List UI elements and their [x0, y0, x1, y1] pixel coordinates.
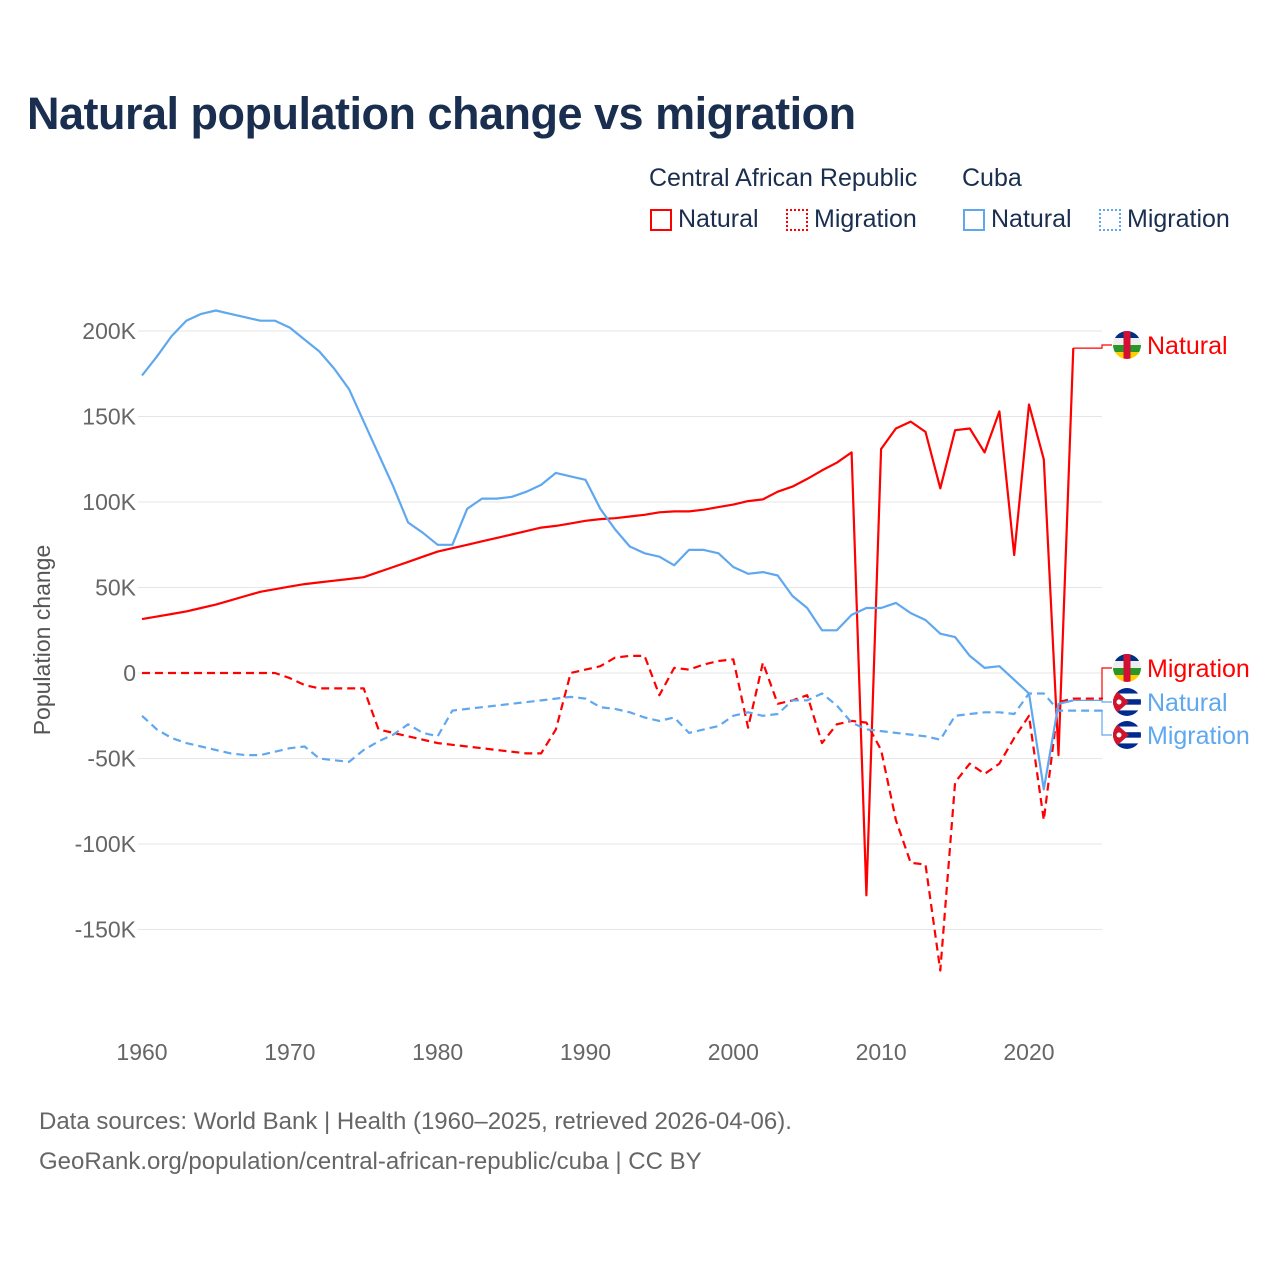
flag-stripe	[1113, 737, 1141, 744]
cuba-flag-icon	[1113, 688, 1141, 716]
flag-stripe	[1123, 654, 1131, 682]
legend-group-cuba: Cuba	[962, 164, 1022, 192]
legend-swatch	[963, 208, 985, 231]
label-connector	[1073, 344, 1112, 349]
legend-group-car: Central African Republic	[649, 164, 918, 192]
x-tick-label: 1960	[116, 1039, 167, 1065]
legend-item-cuba-natural[interactable]: Natural	[963, 205, 1072, 234]
series-end-label: Natural	[1147, 332, 1228, 360]
label-connector	[1073, 699, 1112, 703]
chart-title: Natural population change vs migration	[27, 88, 856, 139]
x-tick-label: 1970	[264, 1039, 315, 1065]
flag-stripe	[1113, 704, 1141, 711]
flag-body	[1113, 688, 1141, 716]
flag-stripe	[1113, 726, 1141, 733]
label-connector	[1101, 710, 1112, 736]
source-line-1: Data sources: World Bank | Health (1960–…	[39, 1108, 792, 1135]
x-tick-label: 2000	[708, 1039, 759, 1065]
legend-label: Natural	[678, 205, 759, 233]
y-tick-label: 200K	[82, 318, 136, 344]
legend-swatch	[786, 208, 808, 231]
y-tick-label: 150K	[82, 404, 136, 430]
x-tick-label: 2010	[856, 1039, 907, 1065]
series-line	[142, 654, 1103, 972]
flag-stripe	[1113, 693, 1141, 700]
car-flag-icon	[1113, 654, 1141, 682]
y-tick-label: 100K	[82, 489, 136, 515]
legend-swatch	[1099, 208, 1121, 231]
y-axis-label: Population change	[29, 545, 55, 736]
y-tick-label: 0	[123, 660, 136, 686]
x-tick-label: 1990	[560, 1039, 611, 1065]
y-tick-label: -50K	[87, 746, 136, 772]
y-tick-label: -100K	[75, 831, 137, 857]
flag-stripe	[1123, 331, 1131, 359]
legend-label: Natural	[991, 205, 1072, 233]
flag-body	[1113, 331, 1141, 359]
cuba-flag-icon	[1113, 721, 1141, 749]
x-tick-label: 2020	[1003, 1039, 1054, 1065]
x-tick-label: 1980	[412, 1039, 463, 1065]
legend-item-car-natural[interactable]: Natural	[650, 205, 759, 234]
series-end-label: Natural	[1147, 689, 1228, 717]
y-tick-label: 50K	[95, 575, 137, 601]
car-flag-icon	[1113, 331, 1141, 359]
flag-star	[1116, 699, 1122, 705]
series-end-label: Migration	[1147, 722, 1250, 750]
legend-swatch	[650, 208, 672, 231]
series-line	[141, 692, 1103, 764]
flag-stripe	[1113, 688, 1141, 694]
legend-label: Migration	[1127, 205, 1230, 233]
flag-stripe	[1113, 743, 1141, 749]
flag-stripe	[1113, 721, 1141, 727]
flag-body	[1113, 654, 1141, 682]
flag-stripe	[1113, 710, 1141, 716]
series-line	[141, 309, 1074, 791]
source-line-2: GeoRank.org/population/central-african-r…	[39, 1148, 702, 1175]
legend-item-cuba-migration[interactable]: Migration	[1099, 205, 1230, 234]
label-connector	[1101, 667, 1112, 700]
flag-star	[1116, 732, 1122, 738]
series-line	[141, 348, 1075, 897]
flag-body	[1113, 721, 1141, 749]
legend-item-car-migration[interactable]: Migration	[786, 205, 917, 234]
series-end-label: Migration	[1147, 655, 1250, 683]
legend-label: Migration	[814, 205, 917, 233]
y-tick-label: -150K	[75, 917, 137, 943]
